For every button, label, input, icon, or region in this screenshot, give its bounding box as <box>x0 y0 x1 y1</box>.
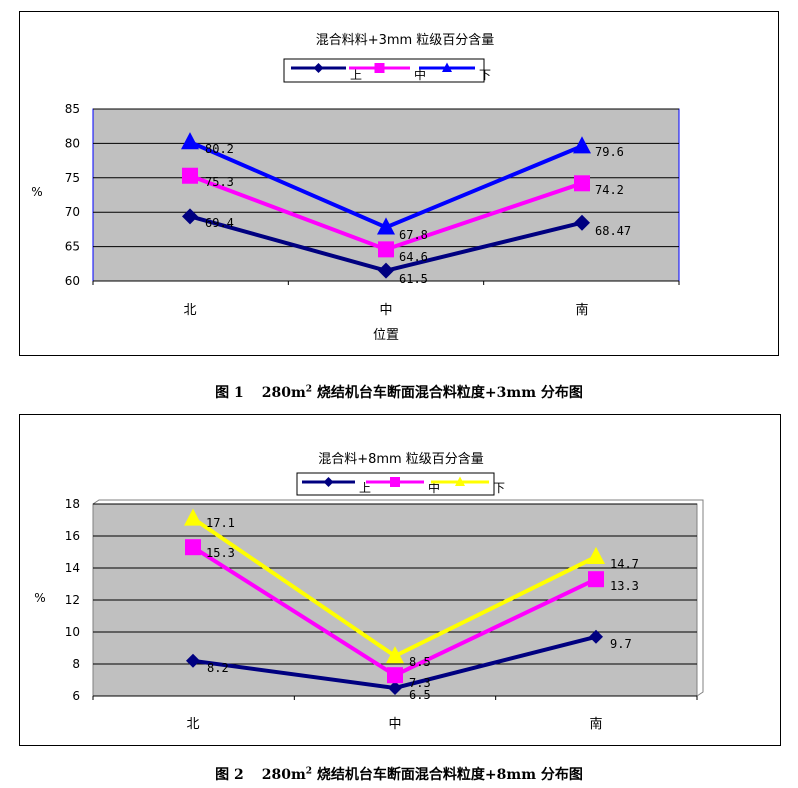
chart2-data-label-2-2: 7.3 <box>409 676 431 690</box>
chart1-legend-label-3: 下 <box>479 68 491 82</box>
chart2-point-3-2 <box>386 646 404 664</box>
chart2-point-2-3 <box>588 571 604 588</box>
chart2-data-label-3-2: 8.5 <box>409 655 431 669</box>
chart2-point-3-3 <box>587 546 605 564</box>
chart2-ytick-label: 18 <box>65 497 80 511</box>
chart2-caption-pre: 280m <box>261 767 306 783</box>
chart1-legend-marker-3 <box>442 62 452 72</box>
chart2-caption-sup: 2 <box>305 766 313 777</box>
chart1-point-2-2 <box>378 241 394 258</box>
chart1-data-label-2-2: 64.6 <box>399 250 428 264</box>
chart2-legend-marker-1 <box>323 477 334 487</box>
chart1-ylabel: % <box>31 185 42 199</box>
chart1-ytick-label: 75 <box>65 171 80 185</box>
chart1-point-1-2 <box>378 262 394 279</box>
chart2-plot-depth <box>92 499 704 697</box>
chart1-title: 混合料料+3mm 粒级百分含量 <box>316 32 495 48</box>
chart1-point-1-3 <box>574 214 590 231</box>
chart2-xtick-label: 北 <box>186 717 199 732</box>
chart1-point-2-1 <box>182 167 198 184</box>
chart2-data-label-2-1: 15.3 <box>206 546 235 560</box>
chart2-legend-label-1: 上 <box>359 481 371 495</box>
chart2-ytick-label: 6 <box>72 689 80 703</box>
chart1-ytick-label: 80 <box>65 136 80 150</box>
chart1-legend-marker-1 <box>313 63 324 73</box>
chart1-caption-pre: 280m <box>261 385 306 401</box>
chart2-point-3-1 <box>184 508 202 526</box>
chart1-ytick-label: 60 <box>65 274 80 288</box>
chart2-caption-fig: 图 2 <box>215 767 244 783</box>
chart1-point-3-2 <box>377 217 395 235</box>
chart2-point-1-1 <box>186 653 200 668</box>
chart2-data-label-3-3: 14.7 <box>610 557 639 571</box>
chart1-xtick-label: 中 <box>379 303 392 318</box>
chart2-ytick-label: 8 <box>72 657 80 671</box>
chart1-caption-post: 烧结机台车断面混合料粒度+3mm 分布图 <box>312 385 583 401</box>
chart2-point-2-1 <box>185 539 201 556</box>
chart1-point-3-1 <box>181 132 199 150</box>
chart1-ytick-label: 85 <box>65 102 80 116</box>
chart1-ytick-label: 65 <box>65 240 80 254</box>
chart1-point-2-3 <box>574 175 590 192</box>
chart1-xtick-label: 北 <box>183 303 196 318</box>
chart1-data-label-2-1: 75.3 <box>205 175 234 189</box>
chart2-ytick-label: 16 <box>65 529 80 543</box>
chart1-data-label-1-1: 69.4 <box>205 216 234 230</box>
chart1-legend-marker-2 <box>374 63 385 73</box>
chart2-legend-marker-3 <box>455 476 465 486</box>
chart2-caption: 图 2 280m2 烧结机台车断面混合料粒度+8mm 分布图 <box>0 764 798 784</box>
chart2-point-1-2 <box>388 681 402 695</box>
chart2-xtick-label: 南 <box>589 716 602 732</box>
chart1-data-label-3-3: 79.6 <box>595 145 624 159</box>
chart2-data-label-2-3: 13.3 <box>610 579 639 593</box>
chart2-xtick-label: 中 <box>388 717 401 732</box>
chart2-legend-label-3: 下 <box>493 481 505 495</box>
chart1-caption-fig: 图 1 <box>215 385 244 401</box>
chart2-data-label-1-1: 8.2 <box>207 661 229 675</box>
chart2-data-label-3-1: 17.1 <box>206 516 235 530</box>
chart2-caption-post: 烧结机台车断面混合料粒度+8mm 分布图 <box>312 767 583 783</box>
chart1-data-label-3-1: 80.2 <box>205 142 234 156</box>
chart2-ytick-label: 10 <box>65 625 80 639</box>
chart1-data-label-3-2: 67.8 <box>399 228 428 242</box>
chart1-ytick-label: 70 <box>65 205 80 219</box>
chart1-legend-label-2: 中 <box>414 67 426 82</box>
chart2-ylabel: % <box>34 591 45 605</box>
chart1-caption-sup: 2 <box>305 384 313 395</box>
chart2-legend-label-2: 中 <box>428 480 440 495</box>
chart2-ytick-label: 12 <box>65 593 80 607</box>
chart1-point-1-1 <box>182 208 198 225</box>
chart2-title: 混合料+8mm 粒级百分含量 <box>318 451 484 467</box>
chart2-data-label-1-3: 9.7 <box>610 637 632 651</box>
chart2-legend-marker-2 <box>390 477 400 487</box>
chart2-point-1-3 <box>589 629 603 644</box>
chart1-caption: 图 1 280m2 烧结机台车断面混合料粒度+3mm 分布图 <box>0 382 798 402</box>
chart1-xtick-label: 南 <box>575 302 588 318</box>
chart1-xlabel: 位置 <box>373 328 399 343</box>
chart1-data-label-1-2: 61.5 <box>399 272 428 286</box>
chart1-legend-label-1: 上 <box>350 68 362 82</box>
chart1-data-label-2-3: 74.2 <box>595 183 624 197</box>
chart2-data-label-1-2: 6.5 <box>409 688 431 702</box>
chart2-ytick-label: 14 <box>65 561 80 575</box>
chart1-data-label-1-3: 68.47 <box>595 224 631 238</box>
chart2-point-2-2 <box>387 667 403 684</box>
chart1-point-3-3 <box>573 136 591 154</box>
